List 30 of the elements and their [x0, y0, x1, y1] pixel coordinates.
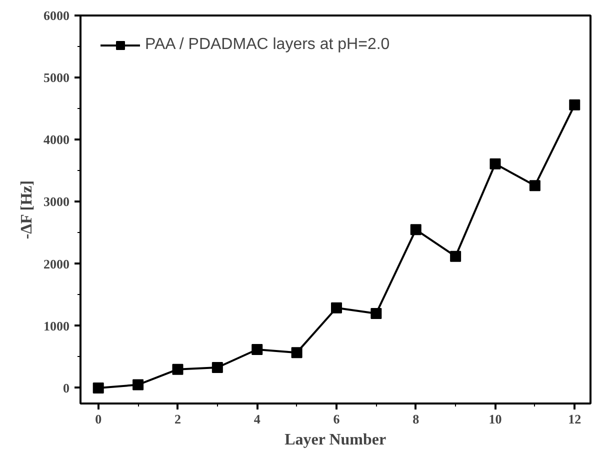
x-axis-title: Layer Number: [284, 432, 386, 448]
y-tick-label: 1000: [44, 318, 70, 334]
point: [291, 347, 302, 358]
y-tick-label: 0: [63, 380, 70, 396]
x-tick-label: 2: [174, 412, 181, 426]
point: [92, 382, 104, 394]
y-tick-label: 3000: [44, 194, 70, 210]
y-tick-label: 2000: [44, 256, 70, 272]
x-tick-label: 4: [254, 412, 261, 426]
point: [252, 344, 263, 355]
x-tick-label: 6: [333, 412, 340, 426]
legend-label: PAA / PDADMAC layers at pH=2.0: [145, 36, 390, 54]
point: [172, 364, 184, 375]
point: [212, 362, 223, 373]
x-tick-label: 8: [412, 412, 420, 426]
point: [132, 379, 144, 390]
x-tick-label: 10: [488, 412, 502, 426]
x-tick-label: 12: [568, 412, 582, 426]
point: [370, 308, 382, 319]
point: [450, 250, 462, 262]
point: [529, 180, 540, 192]
x-tick-label: 0: [95, 412, 102, 426]
point: [569, 99, 580, 110]
y-tick-label: 5000: [44, 70, 70, 86]
y-tick-label: 6000: [44, 8, 70, 23]
point: [330, 302, 342, 314]
point: [410, 224, 422, 236]
point: [490, 158, 501, 170]
y-tick-label: 4000: [44, 132, 70, 148]
y-axis-title: -ΔF [Hz]: [18, 180, 36, 240]
